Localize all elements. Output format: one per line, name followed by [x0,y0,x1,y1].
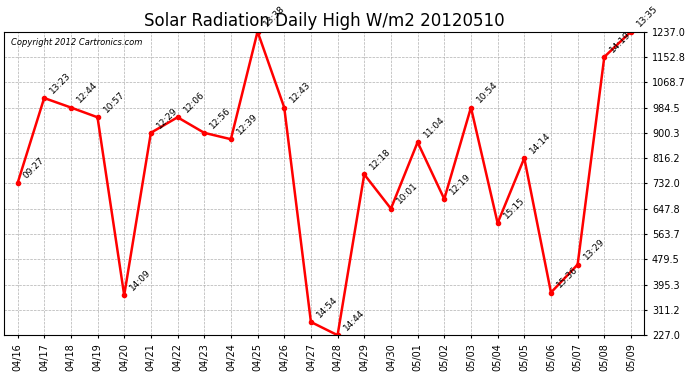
Text: 13:38: 13:38 [262,4,286,29]
Text: 11:04: 11:04 [422,115,446,140]
Text: 10:01: 10:01 [395,181,420,206]
Text: 13:23: 13:23 [48,70,73,95]
Text: 09:27: 09:27 [21,156,46,181]
Text: 15:15: 15:15 [502,196,526,220]
Text: Copyright 2012 Cartronics.com: Copyright 2012 Cartronics.com [10,38,142,46]
Text: 13:35: 13:35 [635,4,660,29]
Text: 12:19: 12:19 [448,172,473,196]
Text: 14:09: 14:09 [128,268,153,292]
Text: 12:43: 12:43 [288,80,313,105]
Text: 14:14: 14:14 [529,131,553,155]
Text: 12:56: 12:56 [208,105,233,130]
Text: 12:06: 12:06 [181,90,206,114]
Text: 14:54: 14:54 [315,295,339,319]
Text: 14:19: 14:19 [609,30,633,54]
Text: 10:54: 10:54 [475,80,500,105]
Title: Solar Radiation Daily High W/m2 20120510: Solar Radiation Daily High W/m2 20120510 [144,12,504,30]
Text: 12:44: 12:44 [75,80,99,105]
Text: 12:18: 12:18 [368,147,393,172]
Text: 14:44: 14:44 [342,308,366,332]
Text: 13:29: 13:29 [582,237,607,262]
Text: 12:39: 12:39 [235,112,259,136]
Text: 15:36: 15:36 [555,265,580,290]
Text: 12:29: 12:29 [155,105,179,130]
Text: 10:57: 10:57 [101,90,126,114]
